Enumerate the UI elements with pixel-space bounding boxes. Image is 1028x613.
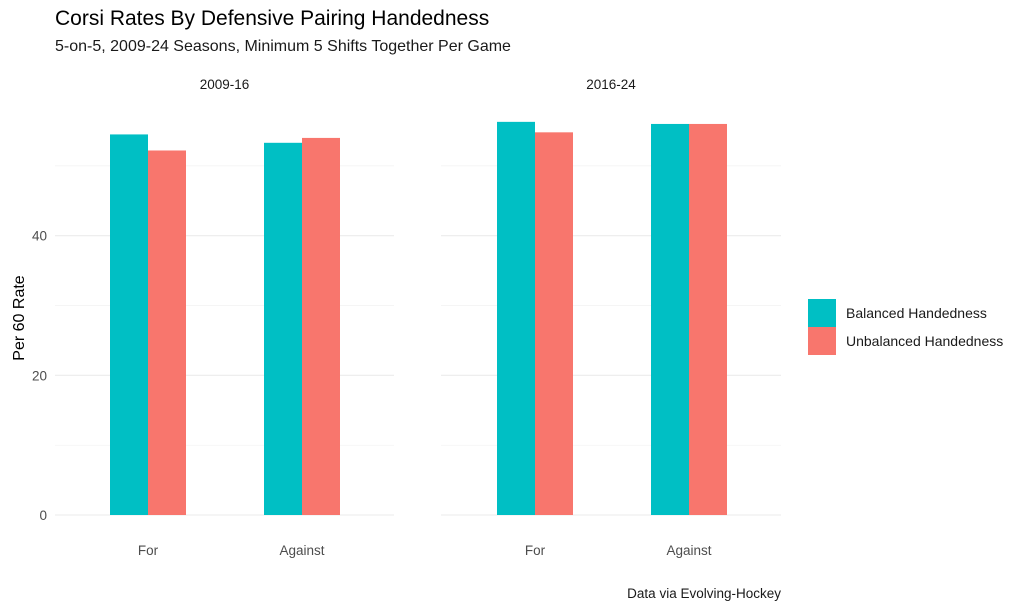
bar	[264, 142, 302, 515]
legend-item-unbalanced: Unbalanced Handedness	[808, 327, 1003, 355]
y-tick-label: 0	[39, 508, 47, 523]
panel-label: 2009-16	[200, 77, 250, 92]
legend-label-balanced: Balanced Handedness	[846, 305, 987, 321]
x-tick-label: Against	[279, 543, 324, 558]
x-tick-label: For	[138, 543, 159, 558]
panel-label: 2016-24	[586, 77, 636, 92]
x-tick-label: For	[525, 543, 546, 558]
bar	[302, 137, 340, 515]
legend-key-unbalanced	[808, 327, 836, 355]
bar	[535, 132, 573, 516]
bar	[110, 134, 148, 516]
y-tick-label: 40	[32, 229, 47, 244]
y-tick-label: 20	[32, 368, 47, 383]
chart-subtitle: 5-on-5, 2009-24 Seasons, Minimum 5 Shift…	[55, 38, 511, 55]
y-axis-title: Per 60 Rate	[11, 275, 28, 360]
legend-item-balanced: Balanced Handedness	[808, 299, 1003, 327]
bar	[148, 150, 186, 515]
legend: Balanced Handedness Unbalanced Handednes…	[808, 299, 1003, 355]
legend-key-balanced	[808, 299, 836, 327]
x-tick-label: Against	[666, 543, 711, 558]
bar	[689, 123, 727, 515]
chart-caption: Data via Evolving-Hockey	[627, 586, 781, 601]
bar	[497, 121, 535, 515]
chart-title: Corsi Rates By Defensive Pairing Handedn…	[55, 7, 490, 30]
legend-label-unbalanced: Unbalanced Handedness	[846, 333, 1004, 349]
bar	[651, 123, 689, 515]
